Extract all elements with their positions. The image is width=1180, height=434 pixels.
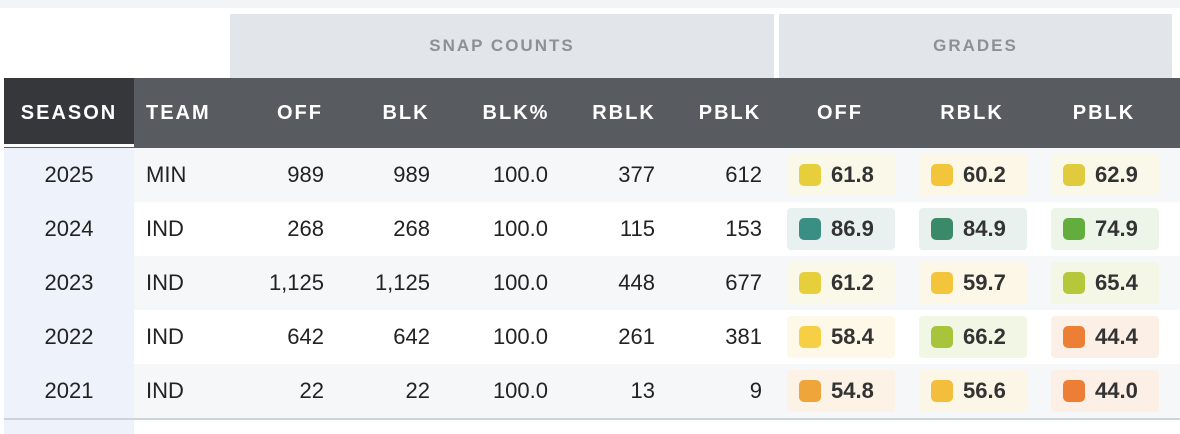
cell-off: 989 <box>287 162 324 187</box>
cell-blk: 642 <box>393 324 430 349</box>
column-header-grade-off[interactable]: OFF <box>817 101 863 124</box>
cell-team: IND <box>146 216 184 241</box>
grade-pblk-badge: 62.9 <box>1051 154 1159 196</box>
grade-off-value: 54.8 <box>831 378 874 403</box>
grade-off-value: 61.2 <box>831 270 874 295</box>
cell-season: 2024 <box>44 216 94 241</box>
cell-rblk: 448 <box>618 270 655 295</box>
column-header-grade-rblk[interactable]: RBLK <box>940 101 1004 124</box>
cell-team: MIN <box>146 162 187 187</box>
cell-blk: 22 <box>405 378 430 403</box>
grade-rblk-value: 66.2 <box>963 324 1006 349</box>
grade-color-swatch <box>931 218 953 240</box>
grade-color-swatch <box>931 380 953 402</box>
grade-off-badge: 58.4 <box>787 316 895 358</box>
grade-pblk-value: 44.0 <box>1095 378 1138 403</box>
grade-rblk-value: 59.7 <box>963 270 1006 295</box>
column-header-bar <box>4 78 1180 148</box>
grade-off-badge: 54.8 <box>787 370 895 412</box>
group-header-grades: GRADES <box>779 14 1172 78</box>
cell-blk-pct: 100.0 <box>492 270 548 295</box>
column-header-grade-pblk[interactable]: PBLK <box>1072 101 1136 124</box>
grade-color-swatch <box>931 164 953 186</box>
cell-team: IND <box>146 324 184 349</box>
grade-off-badge: 86.9 <box>787 208 895 250</box>
grade-pblk-value: 62.9 <box>1095 162 1138 187</box>
sort-indicator <box>4 144 134 147</box>
grade-rblk-value: 60.2 <box>963 162 1006 187</box>
grade-off-value: 86.9 <box>831 216 874 241</box>
cell-pblk: 153 <box>725 216 762 241</box>
cell-season: 2023 <box>44 270 94 295</box>
cell-pblk: 9 <box>749 378 762 403</box>
grade-rblk-badge: 84.9 <box>919 208 1027 250</box>
cell-blk-pct: 100.0 <box>492 324 548 349</box>
cell-off: 1,125 <box>268 270 324 295</box>
column-header-season[interactable]: SEASON <box>20 101 118 124</box>
cell-season: 2022 <box>44 324 94 349</box>
cell-blk: 1,125 <box>374 270 430 295</box>
cell-blk-pct: 100.0 <box>492 162 548 187</box>
grade-pblk-badge: 44.4 <box>1051 316 1159 358</box>
grade-color-swatch <box>799 326 821 348</box>
group-header-snap-counts: SNAP COUNTS <box>230 14 774 78</box>
grade-pblk-badge: 65.4 <box>1051 262 1159 304</box>
cell-rblk: 377 <box>618 162 655 187</box>
cell-team: IND <box>146 270 184 295</box>
column-header-rblk[interactable]: RBLK <box>592 101 656 124</box>
cell-blk: 268 <box>393 216 430 241</box>
season-column-bg <box>4 148 134 434</box>
cell-team: IND <box>146 378 184 403</box>
cell-pblk: 381 <box>725 324 762 349</box>
column-header-off[interactable]: OFF <box>277 101 323 124</box>
cell-blk-pct: 100.0 <box>492 378 548 403</box>
grade-pblk-value: 44.4 <box>1095 324 1138 349</box>
grade-color-swatch <box>1063 218 1085 240</box>
cell-off: 22 <box>299 378 324 403</box>
grade-off-value: 58.4 <box>831 324 874 349</box>
grade-off-value: 61.8 <box>831 162 874 187</box>
cell-rblk: 13 <box>630 378 655 403</box>
cell-off: 268 <box>287 216 324 241</box>
grade-color-swatch <box>1063 326 1085 348</box>
grade-color-swatch <box>1063 380 1085 402</box>
column-header-team[interactable]: TEAM <box>146 101 211 124</box>
cell-rblk: 115 <box>619 216 655 241</box>
grade-rblk-value: 84.9 <box>963 216 1006 241</box>
grade-rblk-value: 56.6 <box>963 378 1006 403</box>
grade-color-swatch <box>799 164 821 186</box>
grade-color-swatch <box>1063 164 1085 186</box>
grade-rblk-badge: 60.2 <box>919 154 1027 196</box>
grade-color-swatch <box>931 326 953 348</box>
season-header-bg <box>4 78 134 146</box>
grade-color-swatch <box>799 218 821 240</box>
column-header-blk-pct[interactable]: BLK% <box>482 101 550 124</box>
cell-blk-pct: 100.0 <box>492 216 548 241</box>
grade-rblk-badge: 59.7 <box>919 262 1027 304</box>
grade-pblk-value: 74.9 <box>1095 216 1138 241</box>
grade-color-swatch <box>1063 272 1085 294</box>
cell-season: 2025 <box>44 162 94 187</box>
column-header-blk[interactable]: BLK <box>382 101 430 124</box>
cell-blk: 989 <box>393 162 430 187</box>
grade-off-badge: 61.2 <box>787 262 895 304</box>
grade-pblk-badge: 44.0 <box>1051 370 1159 412</box>
grade-rblk-badge: 66.2 <box>919 316 1027 358</box>
column-header-pblk[interactable]: PBLK <box>698 101 762 124</box>
grade-color-swatch <box>799 380 821 402</box>
table-bottom-border <box>4 418 1180 420</box>
grade-off-badge: 61.8 <box>787 154 895 196</box>
cell-off: 642 <box>287 324 324 349</box>
cell-rblk: 261 <box>618 324 655 349</box>
top-strip <box>0 0 1180 8</box>
cell-pblk: 612 <box>725 162 762 187</box>
cell-season: 2021 <box>44 378 94 403</box>
grade-color-swatch <box>799 272 821 294</box>
cell-pblk: 677 <box>725 270 762 295</box>
grade-rblk-badge: 56.6 <box>919 370 1027 412</box>
grade-color-swatch <box>931 272 953 294</box>
grade-pblk-badge: 74.9 <box>1051 208 1159 250</box>
grade-pblk-value: 65.4 <box>1095 270 1138 295</box>
